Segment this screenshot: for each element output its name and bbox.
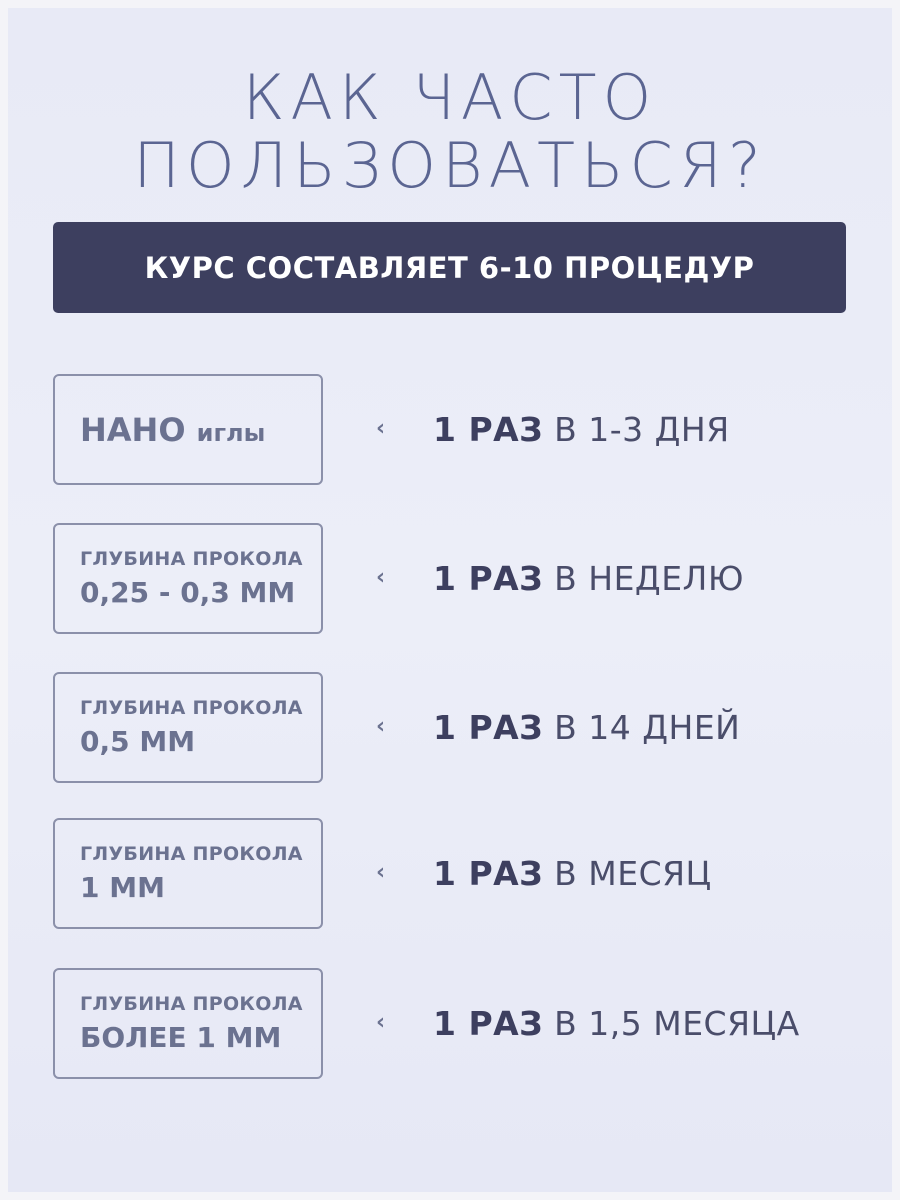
freq-bold: 1 РАЗ: [433, 854, 544, 893]
freq-bold: 1 РАЗ: [433, 1004, 544, 1043]
freq-rest: В 1,5 МЕСЯЦА: [554, 1004, 800, 1043]
depth-value: 0,5 ММ: [80, 725, 196, 758]
chevron-left-icon: ‹: [376, 860, 386, 885]
label-bold: НАНО: [80, 410, 186, 449]
freq-rest: В 1-3 ДНЯ: [554, 410, 730, 449]
depth-value: 1 ММ: [80, 871, 165, 904]
depth-value: 0,25 - 0,3 ММ: [80, 576, 296, 609]
background: [8, 8, 892, 1192]
freq-rest: В НЕДЕЛЮ: [554, 559, 744, 598]
depth-label: ГЛУБИНА ПРОКОЛА: [80, 843, 303, 865]
frequency-text: 1 РАЗ В НЕДЕЛЮ: [433, 559, 744, 598]
frequency-text: 1 РАЗ В 1,5 МЕСЯЦА: [433, 1004, 800, 1043]
depth-value: БОЛЕЕ 1 ММ: [80, 1021, 282, 1054]
depth-label: ГЛУБИНА ПРОКОЛА: [80, 993, 303, 1015]
depth-label: ГЛУБИНА ПРОКОЛА: [80, 548, 303, 570]
title-line-2: ПОЛЬЗОВАТЬСЯ?: [133, 129, 767, 202]
freq-bold: 1 РАЗ: [433, 559, 544, 598]
freq-rest: В МЕСЯЦ: [554, 854, 712, 893]
freq-bold: 1 РАЗ: [433, 410, 544, 449]
row-label-box: ГЛУБИНА ПРОКОЛА 0,25 - 0,3 ММ: [53, 523, 323, 634]
row-label-box: НАНО иглы: [53, 374, 323, 485]
nano-label: НАНО иглы: [80, 411, 321, 449]
title-line-1: КАК ЧАСТО: [242, 61, 658, 134]
row-label-box: ГЛУБИНА ПРОКОЛА 0,5 ММ: [53, 672, 323, 783]
chevron-left-icon: ‹: [376, 565, 386, 590]
depth-label: ГЛУБИНА ПРОКОЛА: [80, 697, 303, 719]
chevron-left-icon: ‹: [376, 416, 386, 441]
course-banner: КУРС СОСТАВЛЯЕТ 6-10 ПРОЦЕДУР: [53, 222, 846, 313]
frequency-text: 1 РАЗ В МЕСЯЦ: [433, 854, 712, 893]
frequency-text: 1 РАЗ В 14 ДНЕЙ: [433, 708, 740, 747]
chevron-left-icon: ‹: [376, 1010, 386, 1035]
label-rest: иглы: [196, 418, 266, 447]
frequency-text: 1 РАЗ В 1-3 ДНЯ: [433, 410, 730, 449]
chevron-left-icon: ‹: [376, 714, 386, 739]
freq-bold: 1 РАЗ: [433, 708, 544, 747]
row-label-box: ГЛУБИНА ПРОКОЛА БОЛЕЕ 1 ММ: [53, 968, 323, 1079]
row-label-box: ГЛУБИНА ПРОКОЛА 1 ММ: [53, 818, 323, 929]
freq-rest: В 14 ДНЕЙ: [554, 708, 741, 747]
